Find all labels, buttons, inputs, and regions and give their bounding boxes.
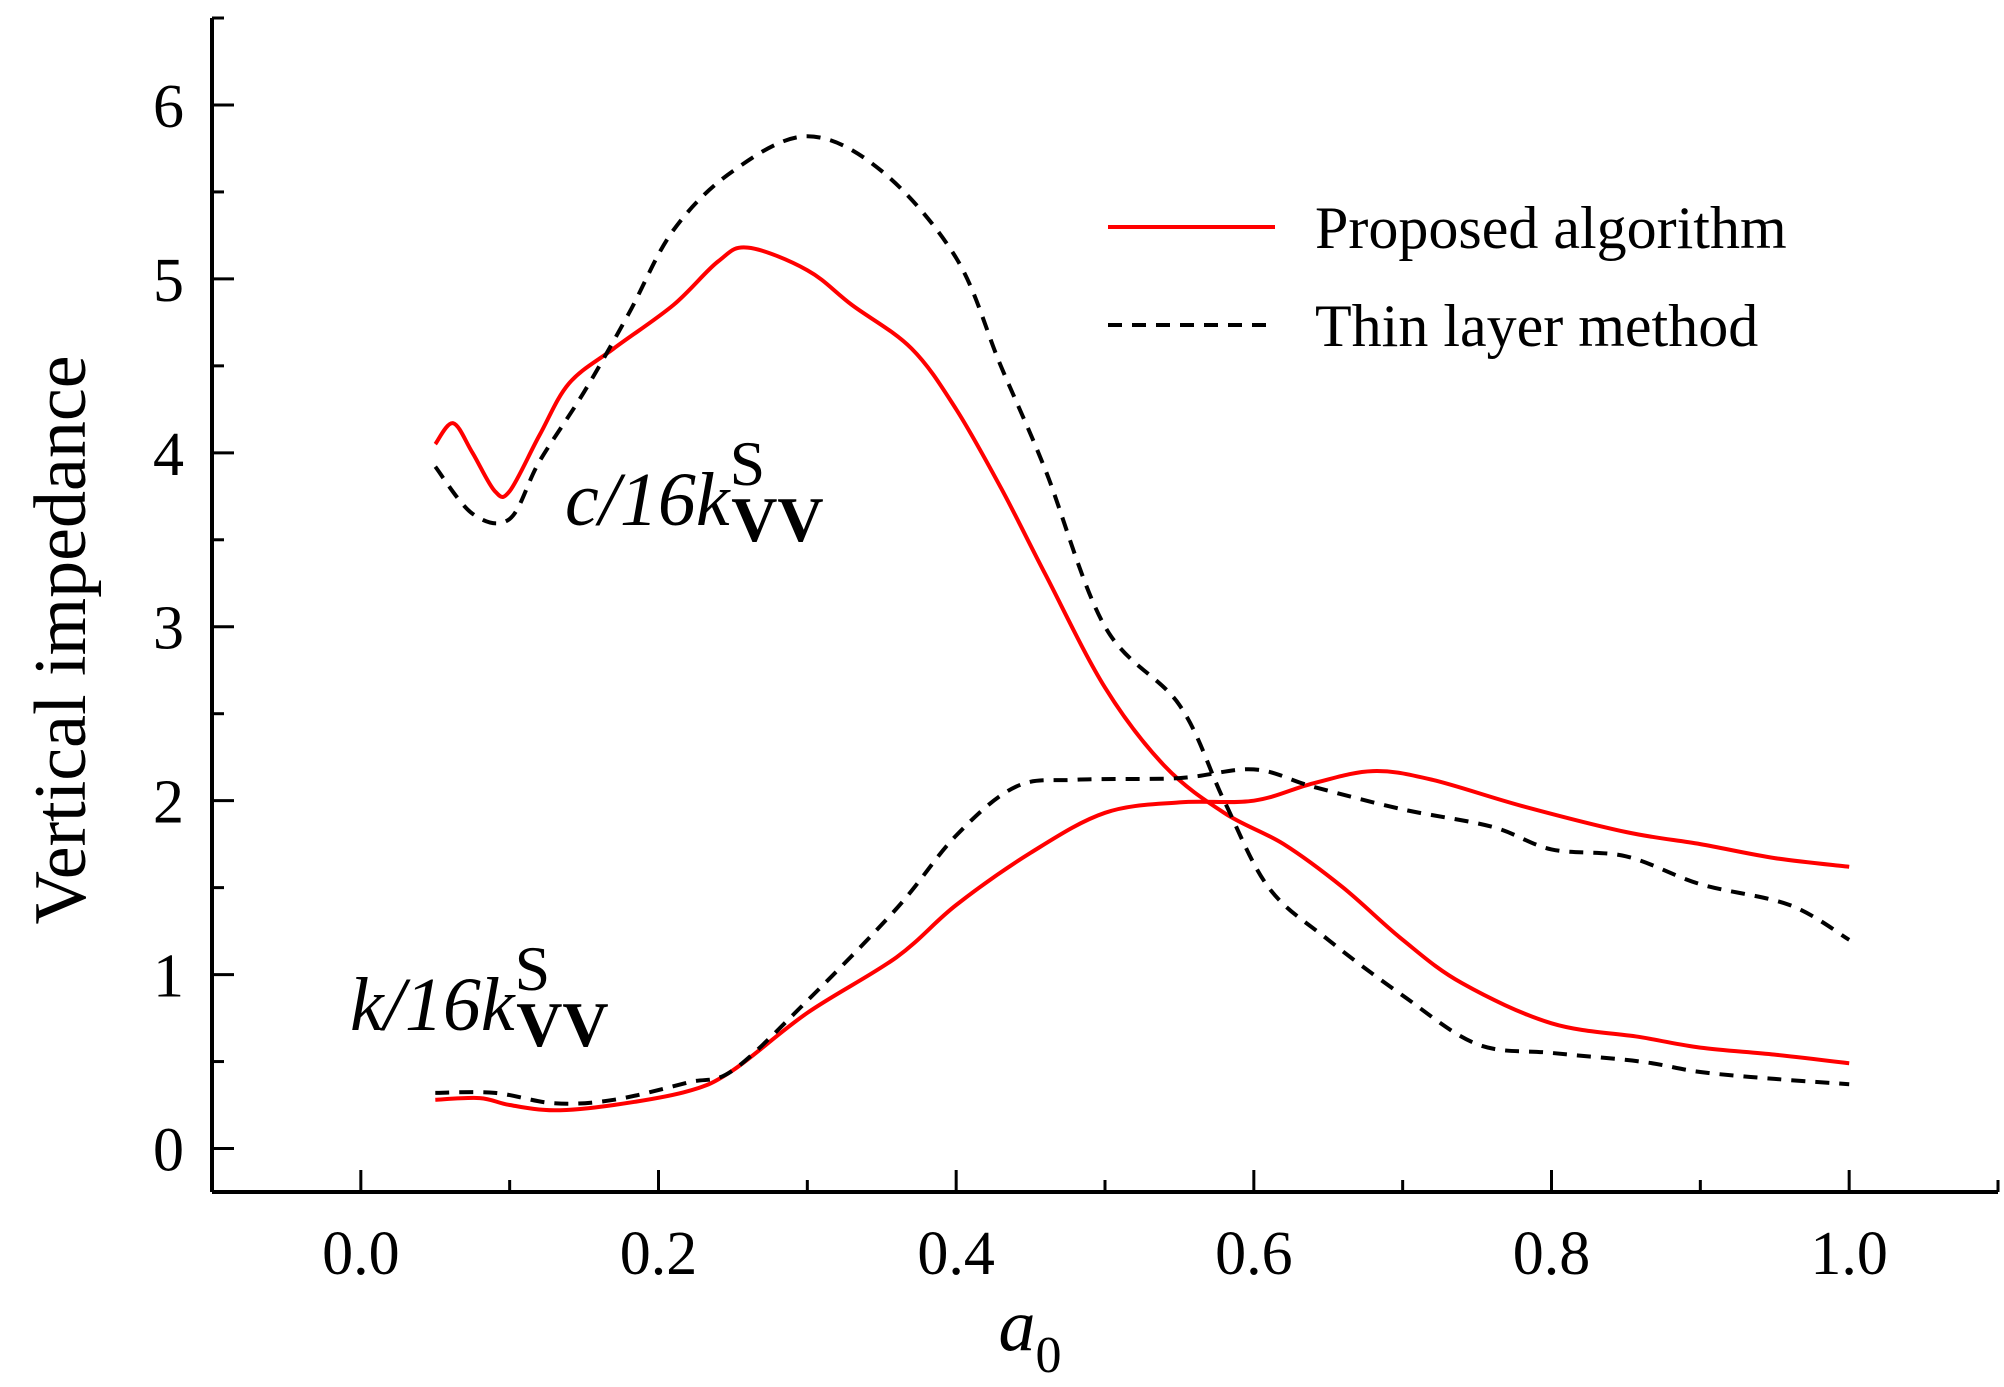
legend-label-thin-layer: Thin layer method (1315, 293, 1758, 359)
y-tick-label: 5 (153, 247, 184, 315)
y-tick-label: 3 (153, 595, 184, 663)
y-tick-label: 0 (153, 1117, 184, 1185)
series-line-thin-layer-c (433, 134, 1850, 1087)
series-layer (433, 134, 1851, 1113)
x-axis-title-sub: 0 (1036, 1327, 1062, 1384)
x-tick-label: 1.0 (1810, 1220, 1888, 1288)
x-axis-title-main: a (999, 1285, 1036, 1367)
annotation-k-sup: S (515, 933, 551, 1004)
x-tick-label: 0.8 (1513, 1220, 1591, 1288)
annotation-c-base: c/16k (565, 458, 731, 542)
x-tick-label: 0.0 (322, 1220, 400, 1288)
x-tick-label: 0.2 (620, 1220, 698, 1288)
annotation-c: c/16kS VV (565, 428, 824, 555)
annotation-c-sub: VV (731, 484, 823, 555)
series-line-proposed-k (435, 769, 1850, 1113)
y-tick-label: 1 (153, 943, 184, 1011)
annotation-c-sup: S (730, 428, 766, 499)
annotation-k: k/16kS VV (350, 933, 609, 1060)
annotation-k-base: k/16k (350, 963, 516, 1047)
y-tick-label: 2 (153, 769, 184, 837)
series-line-proposed-c (433, 245, 1850, 1066)
annotation-k-sub: VV (516, 989, 608, 1060)
y-tick-label: 4 (153, 421, 184, 489)
series-line-thin-layer-k (435, 767, 1851, 1106)
x-axis-title: a0 (999, 1285, 1062, 1384)
x-tick-label: 0.6 (1215, 1220, 1293, 1288)
x-tick-label: 0.4 (917, 1220, 995, 1288)
legend: Proposed algorithm Thin layer method (1108, 195, 1787, 359)
y-tick-label: 6 (153, 73, 184, 141)
legend-label-proposed: Proposed algorithm (1315, 195, 1787, 261)
axes: 0.0 0.2 0.4 0.6 0.8 1.0 0 1 2 3 4 5 6 (153, 16, 2000, 1288)
y-axis-title: Vertical impedance (20, 355, 102, 924)
